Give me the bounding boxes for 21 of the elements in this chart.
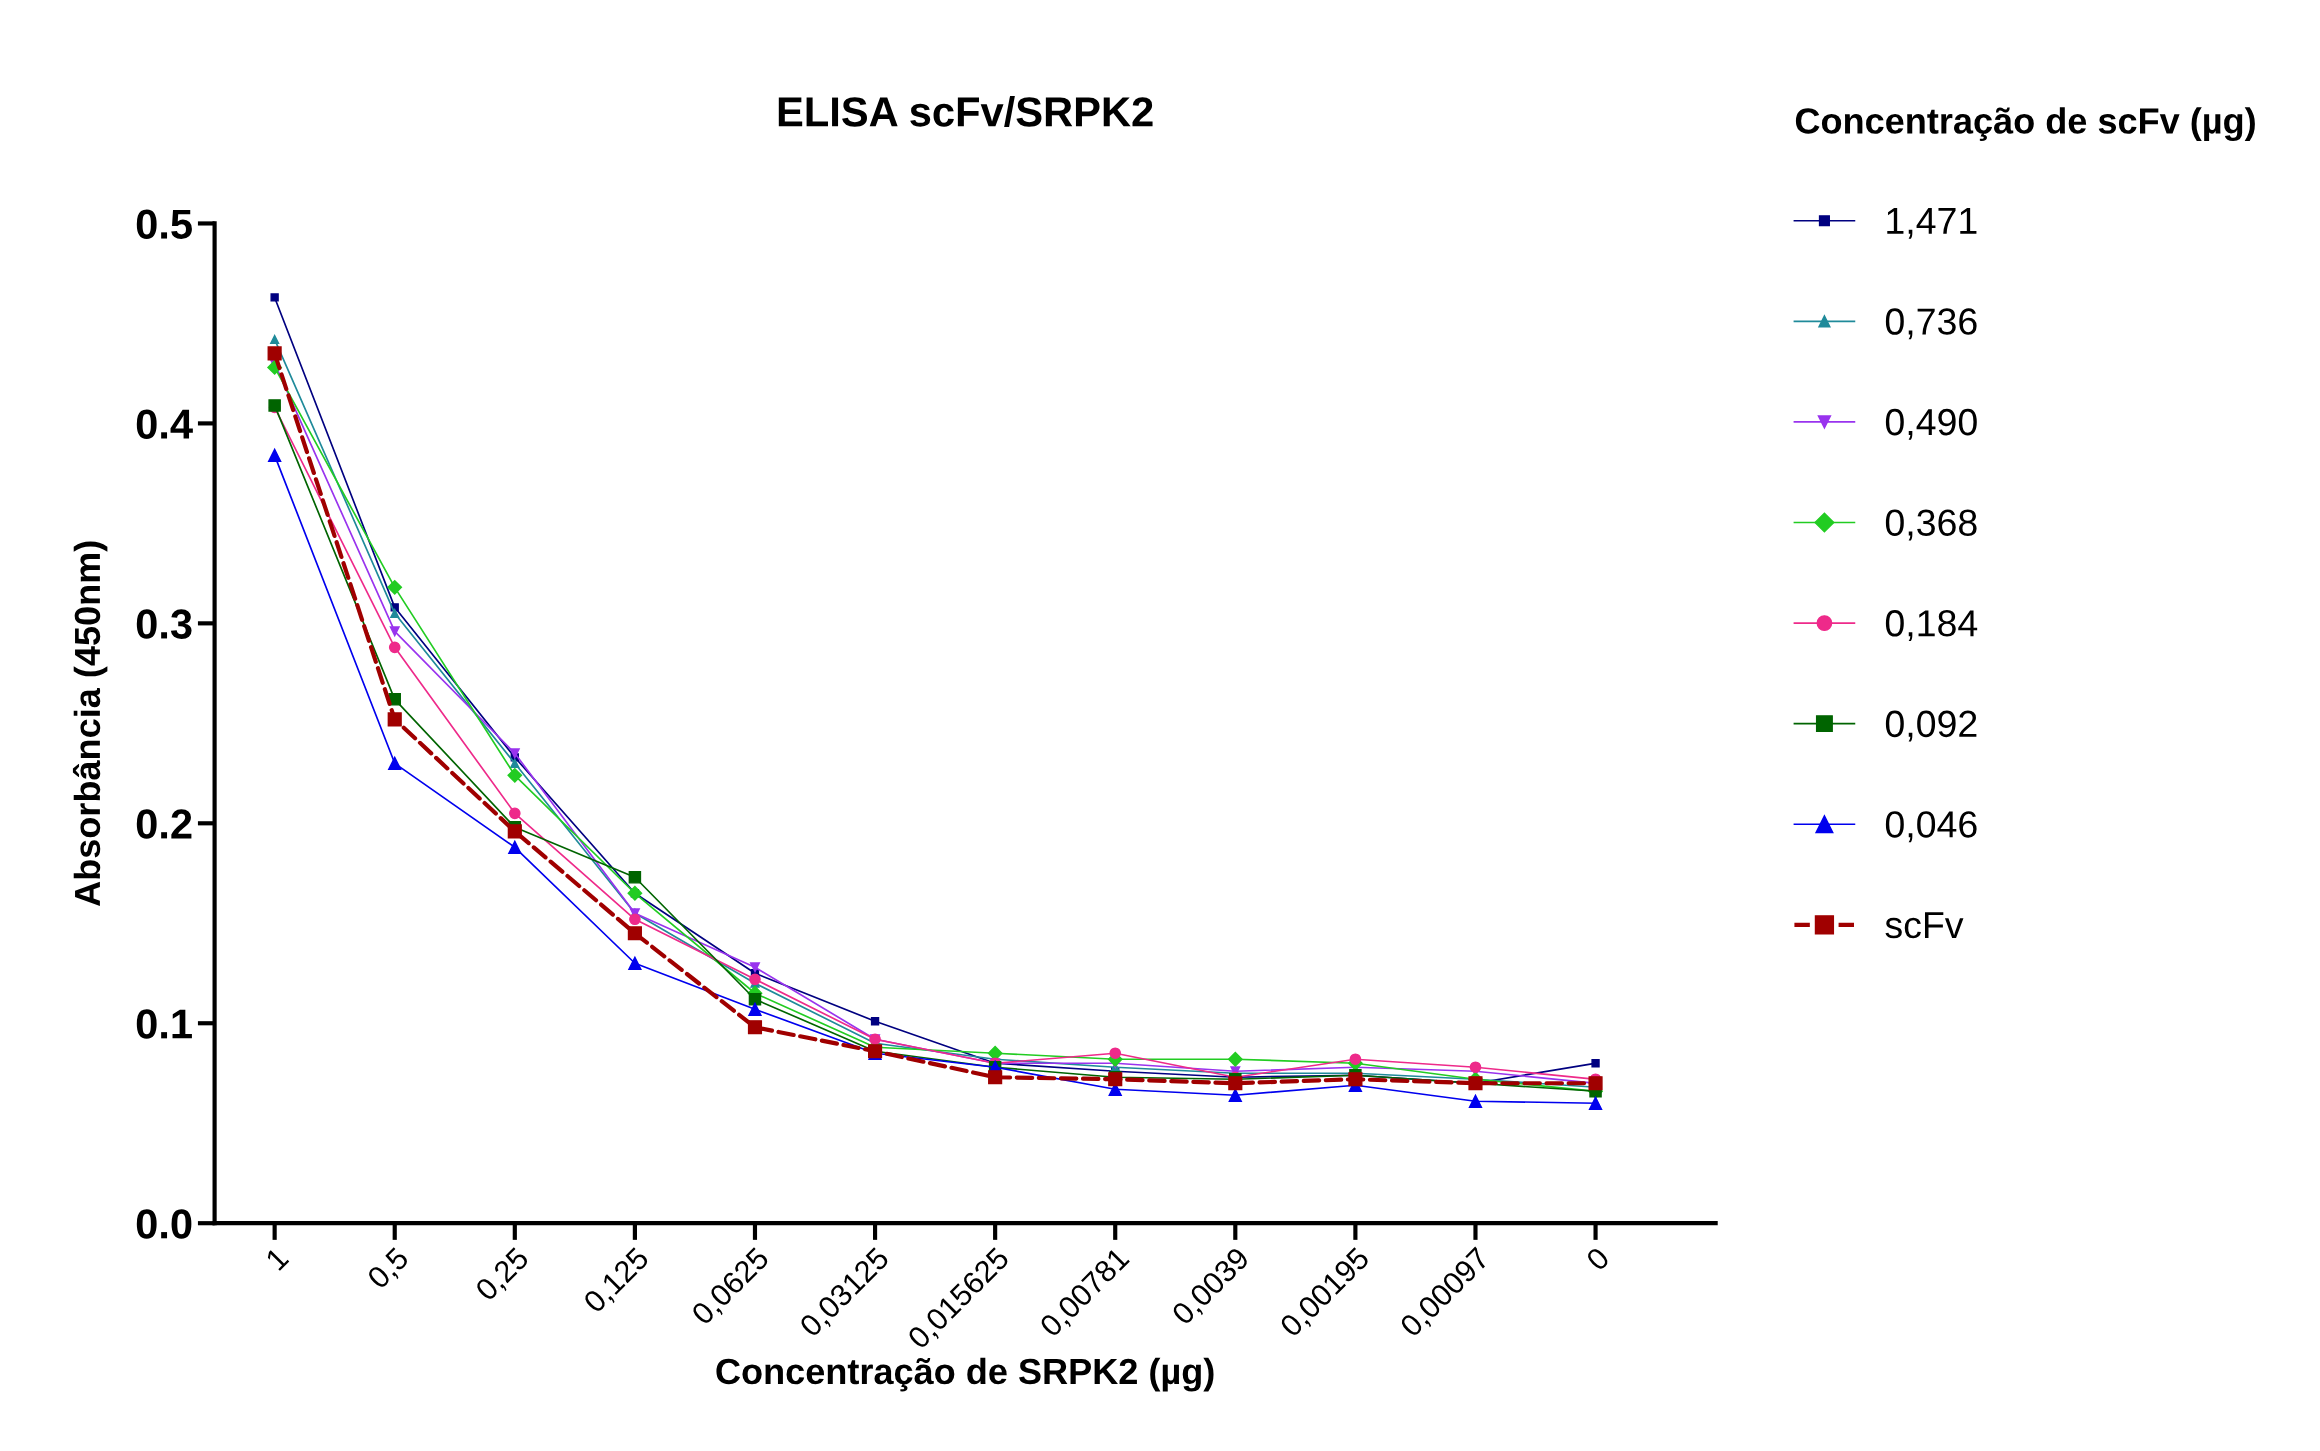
legend-label: 0,368 (1885, 509, 1977, 541)
legend-label: 0,046 (1885, 811, 1977, 843)
legend-label: 0,184 (1885, 610, 1978, 641)
y-axis-title: Absorbância (450nm) (72, 541, 108, 907)
y-tick-label: 0.1 (136, 1009, 192, 1039)
x-tick-label: 0,5 (366, 1246, 413, 1293)
y-tick-label: 0.0 (136, 1209, 192, 1239)
legend-label: 0,490 (1885, 408, 1977, 440)
x-axis-title: Concentração de SRPK2 (µg) (716, 1357, 1214, 1392)
x-tick-label: 1 (265, 1246, 290, 1271)
x-tick-label: 0 (1584, 1246, 1611, 1272)
legend-title: Concentração de scFv (µg) (1795, 107, 2255, 142)
y-tick-label: 0.2 (136, 809, 192, 839)
y-tick-label: 0.5 (136, 209, 192, 239)
legend-label: 1,471 (1887, 208, 1977, 239)
chart-title: ELISA scFv/SRPK2 (778, 96, 1153, 128)
legend-label: 0,736 (1885, 308, 1977, 340)
y-tick-label: 0.4 (136, 409, 193, 439)
y-tick-label: 0.3 (136, 609, 192, 639)
legend-label: scFv (1885, 912, 1964, 939)
legend-label: 0,092 (1885, 710, 1977, 742)
